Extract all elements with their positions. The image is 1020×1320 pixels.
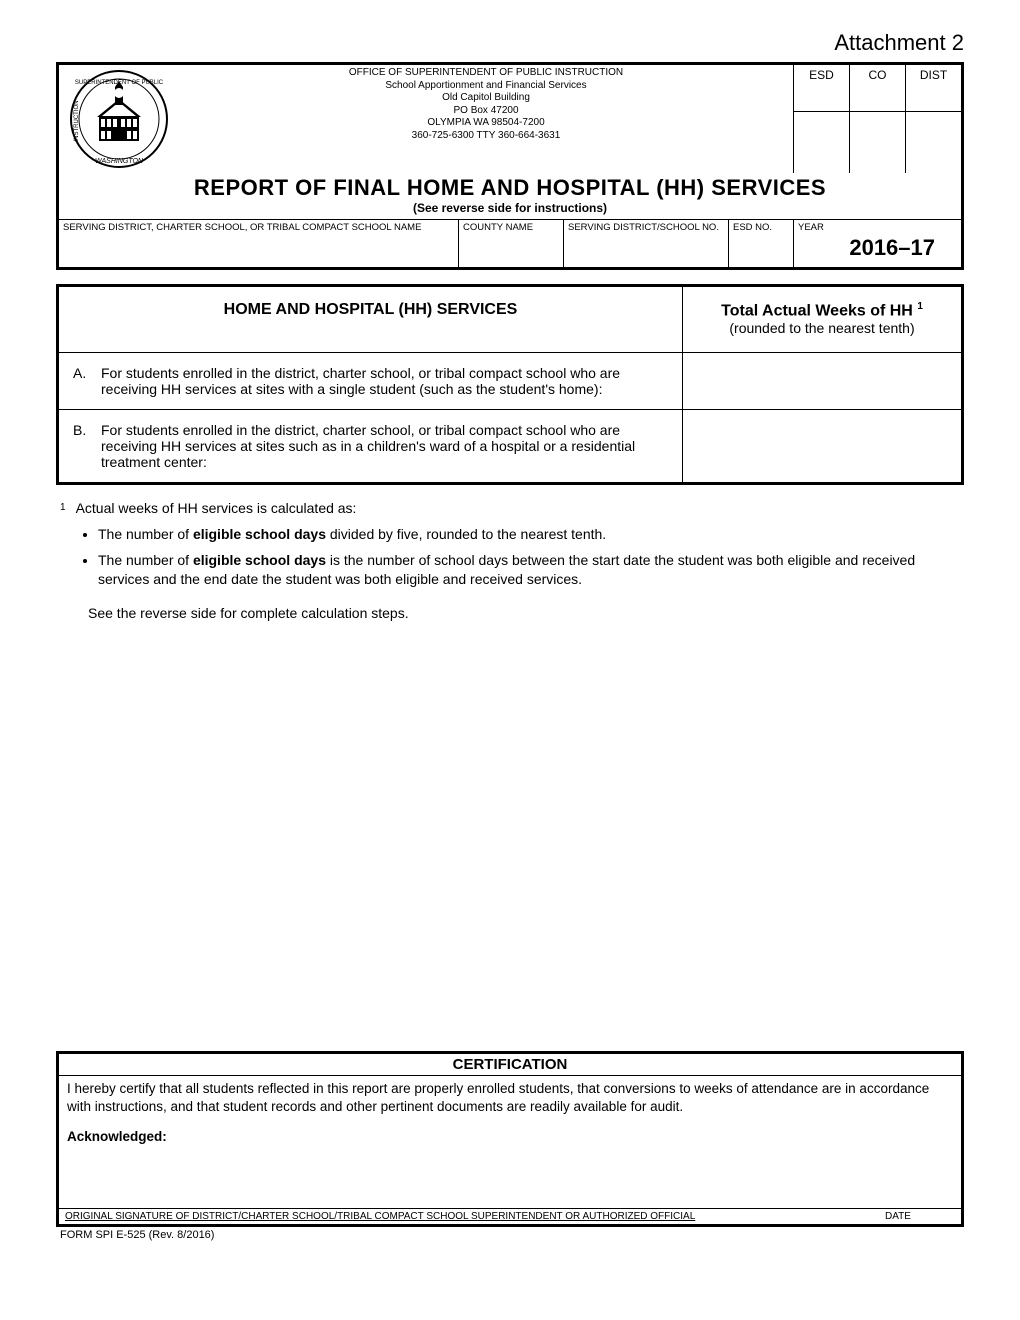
code-label-dist: DIST bbox=[906, 68, 961, 82]
code-box-esd[interactable]: ESD bbox=[793, 65, 849, 173]
signature-label: ORIGINAL SIGNATURE OF DISTRICT/CHARTER S… bbox=[65, 1211, 885, 1222]
hh-services-table: HOME AND HOSPITAL (HH) SERVICES Total Ac… bbox=[56, 284, 964, 485]
row-a-value[interactable] bbox=[683, 353, 963, 410]
date-label: DATE bbox=[885, 1211, 955, 1222]
field-school-no[interactable]: SERVING DISTRICT/SCHOOL NO. bbox=[564, 220, 729, 267]
certification-ack: Acknowledged: bbox=[67, 1128, 953, 1146]
label-esd-no: ESD NO. bbox=[733, 222, 772, 233]
field-district-name[interactable]: SERVING DISTRICT, CHARTER SCHOOL, OR TRI… bbox=[59, 220, 459, 267]
code-label-co: CO bbox=[850, 68, 905, 82]
form-number: FORM SPI E-525 (Rev. 8/2016) bbox=[56, 1227, 964, 1243]
th-weeks-sup: 1 bbox=[917, 301, 923, 312]
th-weeks-l1: Total Actual Weeks of HH bbox=[721, 302, 913, 319]
title-row: REPORT OF FINAL HOME AND HOSPITAL (HH) S… bbox=[59, 173, 961, 219]
certification-body: I hereby certify that all students refle… bbox=[67, 1080, 953, 1116]
th-weeks: Total Actual Weeks of HH 1 (rounded to t… bbox=[683, 286, 963, 353]
footnote-tail: See the reverse side for complete calcul… bbox=[88, 604, 960, 624]
office-line4: PO Box 47200 bbox=[179, 105, 793, 118]
row-a-letter: A. bbox=[73, 365, 91, 397]
header-block: SUPERINTENDENT OF PUBLIC WASHINGTON INST… bbox=[56, 62, 964, 270]
page: Attachment 2 SUPERINTENDENT OF PUBLIC WA… bbox=[0, 0, 1020, 1320]
row-b: B. For students enrolled in the district… bbox=[58, 410, 963, 484]
code-boxes: ESD CO DIST bbox=[793, 65, 961, 173]
certification-block: CERTIFICATION I hereby certify that all … bbox=[56, 1051, 964, 1228]
row-b-value[interactable] bbox=[683, 410, 963, 484]
label-district-name: SERVING DISTRICT, CHARTER SCHOOL, OR TRI… bbox=[63, 222, 421, 233]
signature-row: ORIGINAL SIGNATURE OF DISTRICT/CHARTER S… bbox=[59, 1208, 961, 1224]
office-line1: OFFICE OF SUPERINTENDENT OF PUBLIC INSTR… bbox=[179, 67, 793, 80]
svg-text:WASHINGTON: WASHINGTON bbox=[95, 158, 144, 165]
attachment-label: Attachment 2 bbox=[56, 30, 964, 56]
svg-text:INSTRUCTION: INSTRUCTION bbox=[74, 101, 80, 142]
code-box-co[interactable]: CO bbox=[849, 65, 905, 173]
footnote: 1 Actual weeks of HH services is calcula… bbox=[56, 485, 964, 623]
row-b-text: For students enrolled in the district, c… bbox=[101, 422, 668, 470]
code-box-dist[interactable]: DIST bbox=[905, 65, 961, 173]
office-line3: Old Capitol Building bbox=[179, 92, 793, 105]
office-line2: School Apportionment and Financial Servi… bbox=[179, 80, 793, 93]
report-subtitle: (See reverse side for instructions) bbox=[59, 201, 961, 215]
office-line6: 360-725-6300 TTY 360-664-3631 bbox=[179, 130, 793, 143]
office-address: OFFICE OF SUPERINTENDENT OF PUBLIC INSTR… bbox=[179, 65, 793, 173]
district-info-row: SERVING DISTRICT, CHARTER SCHOOL, OR TRI… bbox=[59, 219, 961, 267]
footnote-bullet-1: The number of eligible school days divid… bbox=[98, 525, 960, 545]
row-b-letter: B. bbox=[73, 422, 91, 470]
footnote-sup: 1 bbox=[60, 499, 66, 519]
row-a-text: For students enrolled in the district, c… bbox=[101, 365, 668, 397]
label-school-no: SERVING DISTRICT/SCHOOL NO. bbox=[568, 222, 719, 233]
certification-heading: CERTIFICATION bbox=[59, 1054, 961, 1076]
seal-cell: SUPERINTENDENT OF PUBLIC WASHINGTON INST… bbox=[59, 65, 179, 173]
footnote-lead-text: Actual weeks of HH services is calculate… bbox=[76, 499, 357, 519]
th-weeks-l2: (rounded to the nearest tenth) bbox=[729, 320, 914, 336]
field-county-name[interactable]: COUNTY NAME bbox=[459, 220, 564, 267]
year-value: 2016–17 bbox=[798, 233, 957, 261]
office-line5: OLYMPIA WA 98504-7200 bbox=[179, 117, 793, 130]
footnote-bullet-2: The number of eligible school days is th… bbox=[98, 551, 960, 590]
state-seal-icon: SUPERINTENDENT OF PUBLIC WASHINGTON INST… bbox=[69, 69, 169, 169]
th-services: HOME AND HOSPITAL (HH) SERVICES bbox=[58, 286, 683, 353]
report-title: REPORT OF FINAL HOME AND HOSPITAL (HH) S… bbox=[59, 175, 961, 201]
label-year: YEAR bbox=[798, 222, 824, 233]
code-label-esd: ESD bbox=[794, 68, 849, 82]
field-esd-no[interactable]: ESD NO. bbox=[729, 220, 794, 267]
field-year: YEAR 2016–17 bbox=[794, 220, 961, 267]
row-a: A. For students enrolled in the district… bbox=[58, 353, 963, 410]
header-top-row: SUPERINTENDENT OF PUBLIC WASHINGTON INST… bbox=[59, 65, 961, 173]
label-county-name: COUNTY NAME bbox=[463, 222, 533, 233]
